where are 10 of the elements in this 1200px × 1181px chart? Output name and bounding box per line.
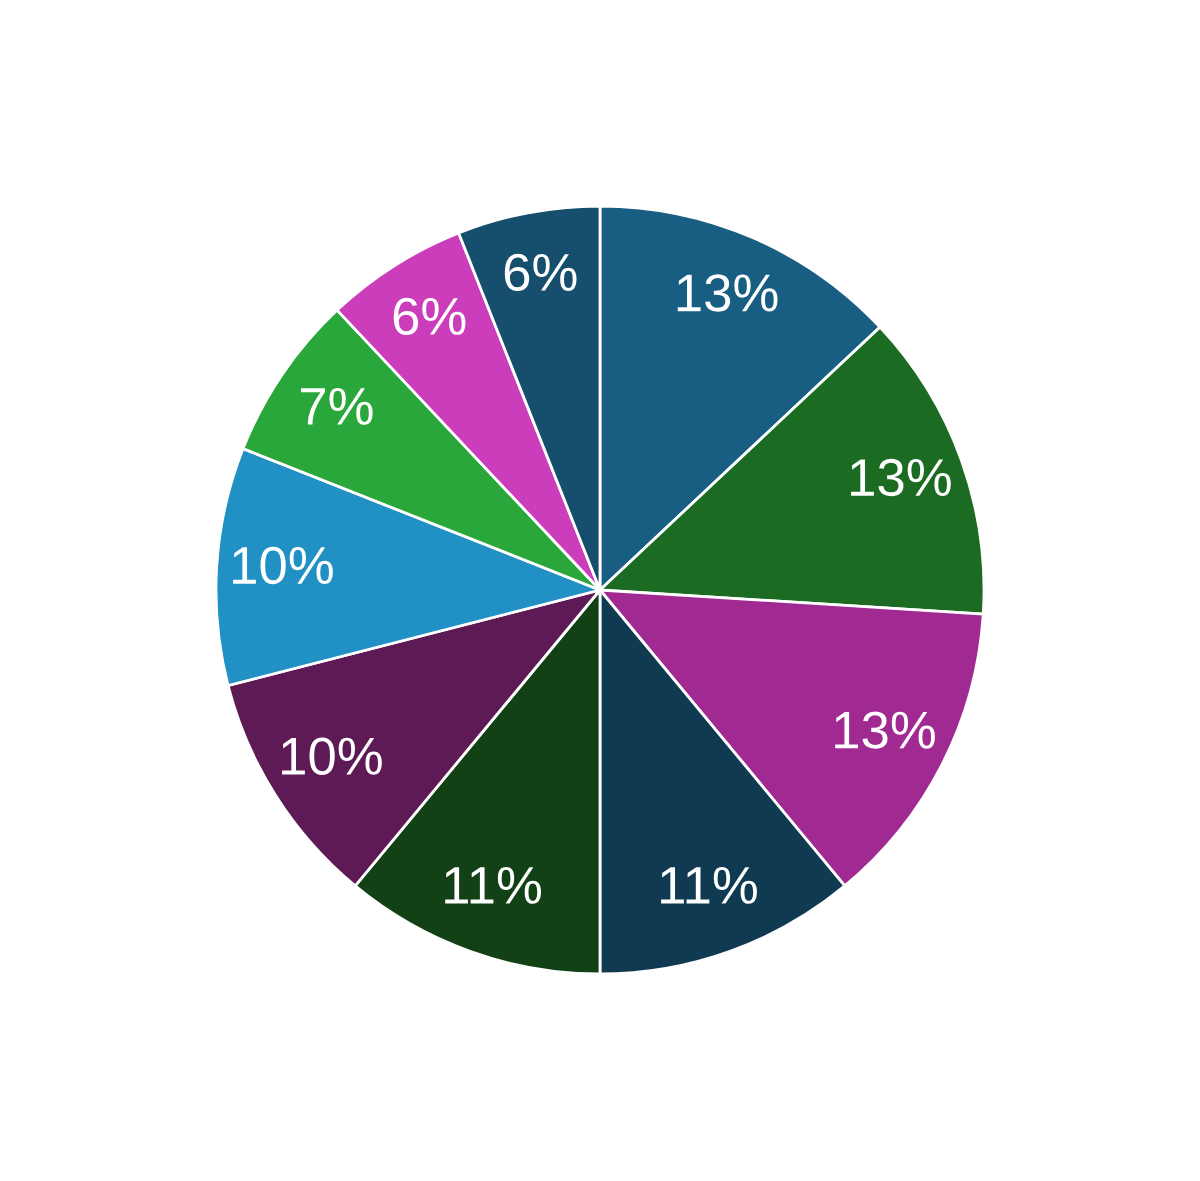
data-label: 7% bbox=[300, 387, 373, 425]
data-label: 13% bbox=[835, 711, 935, 749]
data-label: 11% bbox=[445, 866, 542, 904]
data-label: 13% bbox=[851, 458, 951, 497]
data-label: 6% bbox=[393, 297, 466, 336]
data-label: 11% bbox=[661, 866, 757, 904]
data-label: 10% bbox=[282, 737, 382, 775]
data-label: 10% bbox=[233, 546, 333, 585]
data-label: 13% bbox=[677, 274, 778, 312]
data-label: 6% bbox=[504, 253, 577, 292]
